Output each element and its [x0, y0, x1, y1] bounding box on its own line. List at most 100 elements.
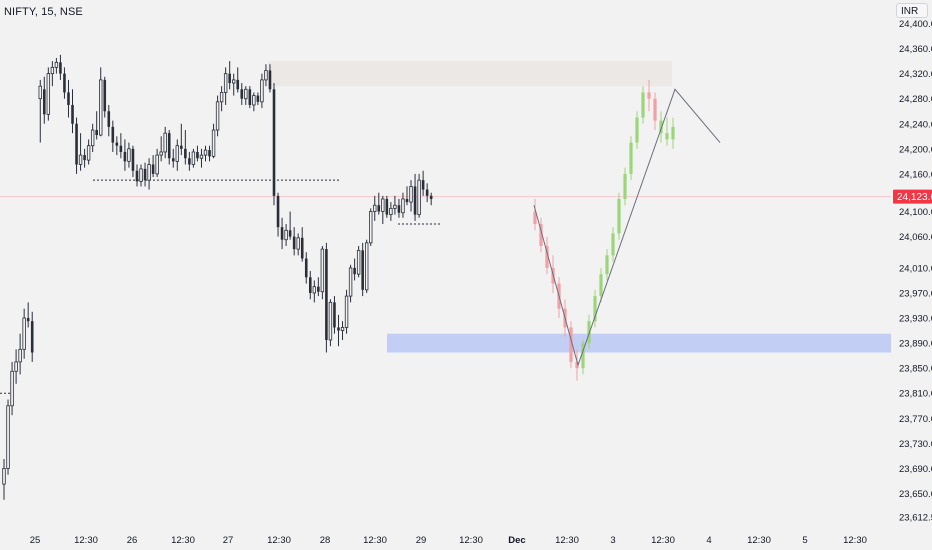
projection-candle: [533, 211, 537, 225]
candle: [59, 62, 62, 74]
candle: [337, 327, 340, 331]
candle: [119, 145, 123, 152]
candle: [252, 95, 256, 106]
x-tick-label: 12:30: [747, 535, 771, 546]
demand-zone: [387, 333, 891, 353]
symbol-title: NIFTY, 15, NSE: [4, 6, 83, 18]
y-tick-label: 23,650.00: [899, 489, 932, 500]
candle: [75, 123, 78, 165]
projection-candle: [593, 296, 597, 322]
candle: [83, 155, 86, 161]
last-price-tag: [893, 189, 932, 204]
projection-candle: [587, 321, 591, 344]
x-tick-label: 25: [30, 535, 41, 546]
y-tick-label: 24,400.00: [899, 19, 932, 30]
candle: [421, 180, 425, 190]
projection-candle: [647, 92, 651, 99]
candle: [99, 79, 103, 136]
candle: [107, 111, 111, 127]
y-tick-label: 23,930.00: [899, 314, 932, 325]
x-tick-label: 12:30: [555, 535, 579, 546]
candle: [10, 370, 14, 407]
projection-candle: [659, 120, 663, 134]
candle: [18, 348, 22, 363]
candle: [236, 79, 240, 90]
projection-candle: [569, 327, 573, 362]
y-tick-label: 24,240.00: [899, 119, 932, 130]
candle: [248, 89, 252, 105]
candle: [409, 186, 413, 203]
candle: [163, 132, 167, 153]
projection-candle: [629, 142, 633, 174]
candle: [123, 151, 127, 162]
candle: [385, 198, 389, 215]
x-tick-label: Dec: [508, 535, 525, 546]
supply-zone: [267, 61, 672, 87]
candle: [240, 89, 244, 99]
candle: [50, 66, 55, 75]
candle: [151, 164, 155, 174]
x-tick-label: 29: [416, 535, 427, 546]
candle: [143, 168, 147, 181]
projection-candle: [605, 255, 609, 275]
projection-candle: [611, 233, 615, 256]
y-tick-label: 23,850.00: [899, 364, 932, 375]
y-tick-label: 23,970.00: [899, 288, 932, 299]
candle: [405, 198, 409, 203]
candle: [127, 148, 131, 162]
y-tick-label: 23,690.00: [899, 464, 932, 475]
candle: [328, 301, 333, 341]
candle: [215, 101, 220, 131]
candle: [71, 104, 74, 124]
candle: [86, 145, 91, 161]
candle: [333, 302, 336, 328]
candle: [256, 95, 260, 102]
candle: [308, 277, 312, 293]
candle: [397, 205, 401, 213]
x-tick-label: 12:30: [843, 535, 867, 546]
candle: [417, 179, 421, 216]
x-tick-label: 12:30: [74, 535, 98, 546]
candle: [264, 70, 268, 81]
candle: [26, 318, 30, 322]
candle: [131, 148, 135, 171]
candle: [103, 79, 107, 112]
candle: [6, 405, 10, 469]
candle: [139, 168, 143, 182]
projection-candle: [653, 98, 657, 121]
candle: [373, 204, 377, 212]
candle: [228, 73, 231, 84]
candle: [191, 151, 196, 165]
candle: [196, 151, 199, 159]
y-tick-label: 23,770.00: [899, 414, 932, 425]
candle: [381, 198, 385, 212]
currency-label[interactable]: INR: [896, 3, 928, 18]
candle: [135, 170, 139, 182]
candle: [155, 154, 159, 175]
y-tick-label: 24,280.00: [899, 94, 932, 105]
candle: [276, 195, 280, 228]
projection-candle: [623, 173, 627, 199]
candle: [268, 70, 272, 90]
candle: [348, 267, 353, 297]
candle: [413, 186, 417, 215]
candle: [232, 79, 236, 84]
candle: [78, 154, 83, 165]
candle: [46, 73, 51, 115]
candle: [188, 158, 191, 165]
x-tick-label: 12:30: [459, 535, 483, 546]
candle: [203, 149, 208, 156]
candle: [14, 361, 18, 372]
candle: [296, 237, 300, 250]
candle: [389, 207, 393, 216]
candle: [425, 189, 429, 196]
x-tick-label: 12:30: [363, 535, 387, 546]
x-tick-label: 27: [223, 535, 234, 546]
candle: [22, 317, 26, 350]
projection-candle: [581, 343, 585, 369]
candle: [369, 211, 373, 244]
candle: [317, 286, 320, 292]
y-tick-label: 24,360.00: [899, 44, 932, 55]
